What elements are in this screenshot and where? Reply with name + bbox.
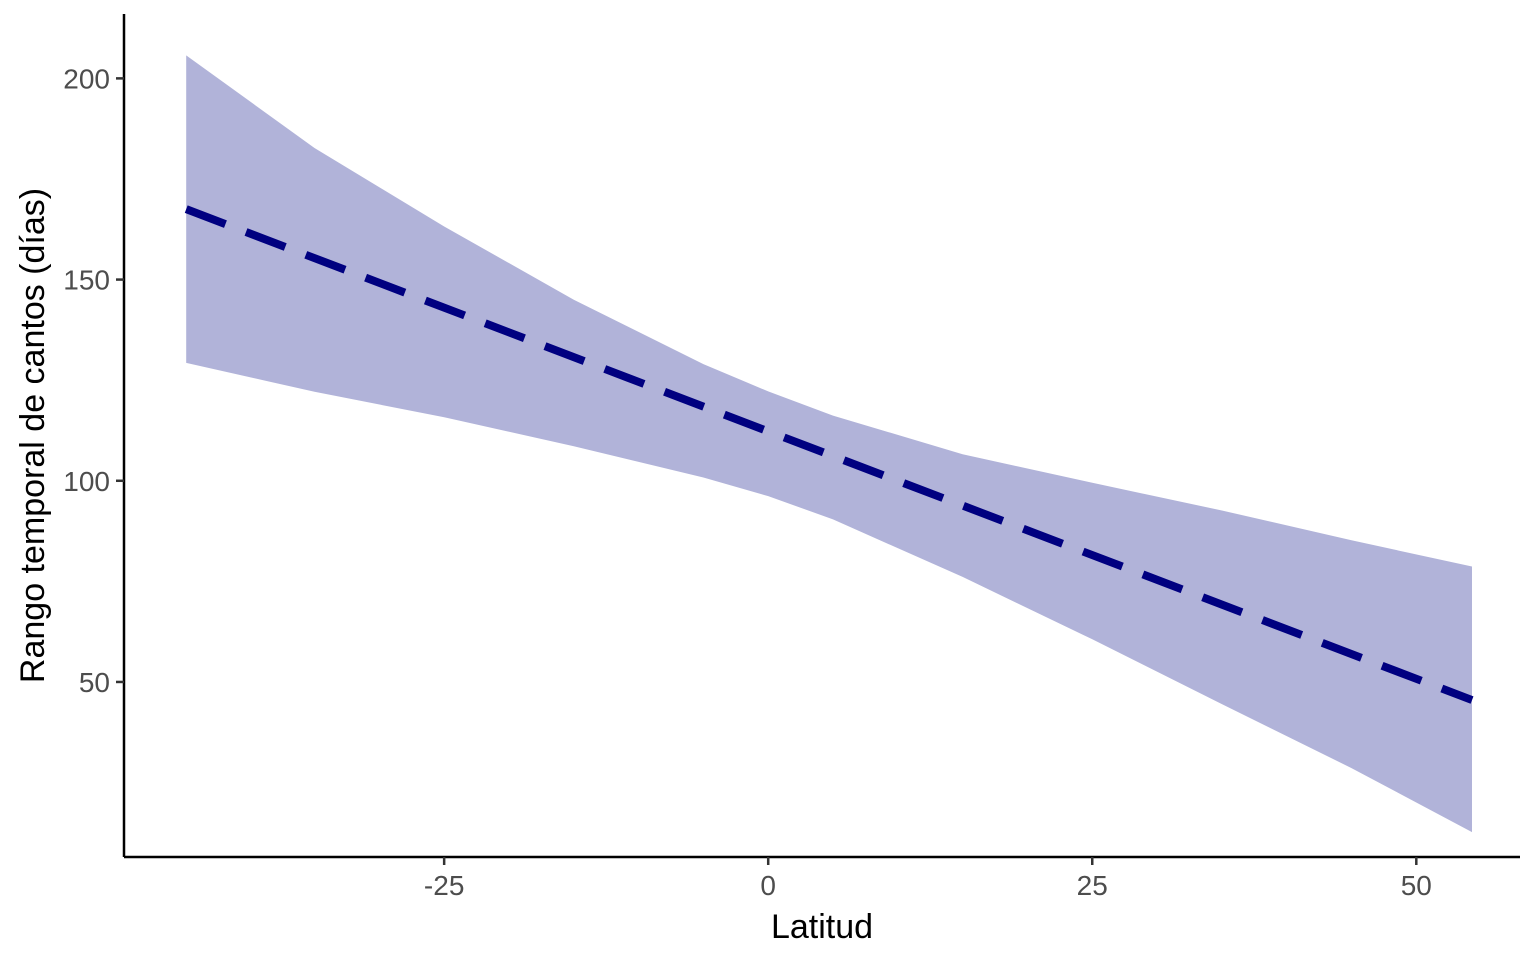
y-axis: 50 100 150 200 [63,63,124,698]
x-tick-label: 25 [1077,870,1108,901]
x-axis: -25 0 25 50 [424,857,1432,901]
y-tick-label: 200 [63,63,110,94]
x-tick-label: -25 [424,870,464,901]
y-axis-title: Rango temporal de cantos (días) [14,188,52,683]
fit-line [184,205,1474,704]
x-tick-label: 50 [1401,870,1432,901]
y-tick-label: 50 [79,667,110,698]
x-axis-title: Latitud [771,908,873,946]
y-tick-label: 150 [63,265,110,296]
confidence-ribbon [186,55,1473,833]
x-tick-label: 0 [760,870,776,901]
y-tick-label: 100 [63,466,110,497]
